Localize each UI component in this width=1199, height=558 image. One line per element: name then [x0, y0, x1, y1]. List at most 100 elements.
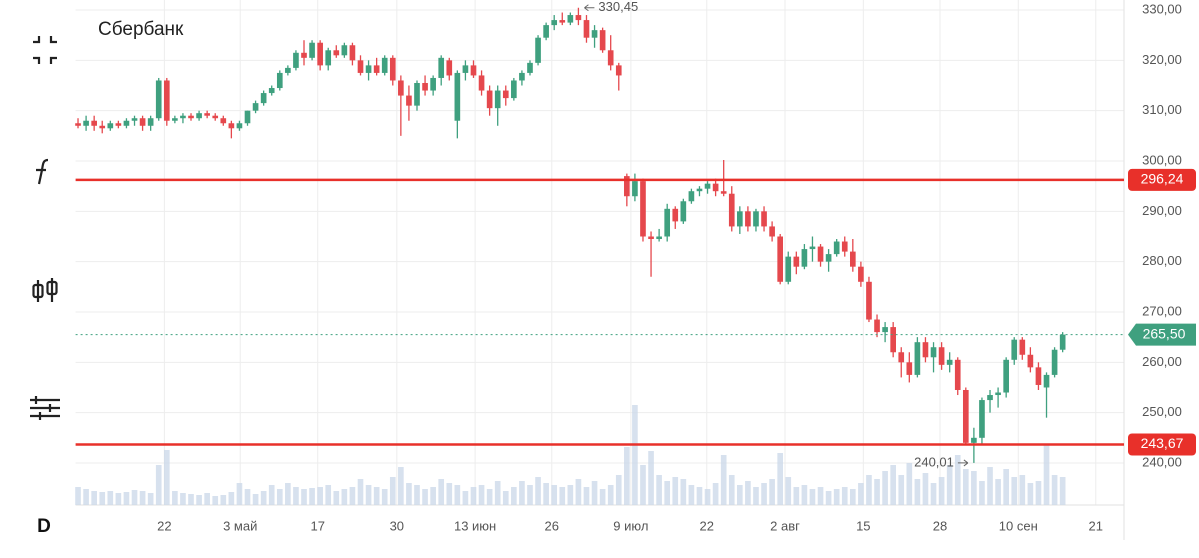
volume-bar — [680, 479, 687, 505]
candle-body — [422, 82, 428, 91]
volume-bar — [688, 485, 695, 505]
candle-body — [809, 246, 816, 250]
x-tick-label: 22 — [700, 518, 714, 533]
candle-body — [720, 191, 727, 194]
volume-bar — [228, 492, 235, 505]
volume-bar — [341, 489, 348, 505]
volume-bar — [962, 469, 969, 505]
candle-body — [567, 15, 574, 23]
volume-bar — [599, 489, 606, 505]
interval[interactable]: D — [37, 516, 51, 537]
candle-body — [962, 389, 969, 443]
indicator-icon[interactable] — [36, 158, 49, 185]
candle-body — [801, 249, 808, 267]
candle-type-icon[interactable] — [46, 280, 58, 296]
volume-bar — [115, 493, 122, 505]
x-tick-label: 17 — [310, 518, 324, 533]
candle-body — [954, 359, 961, 390]
candle-body — [817, 246, 824, 262]
candle-body — [591, 30, 598, 38]
volume-bar — [696, 487, 703, 505]
volume-bar — [204, 493, 210, 505]
candle-body — [365, 65, 372, 73]
plot — [75, 0, 1125, 540]
volume-bar — [874, 479, 880, 505]
candle-body — [551, 20, 558, 26]
volume-bar — [745, 481, 751, 505]
volume-bar — [99, 492, 106, 505]
volume-bar — [785, 477, 792, 505]
volume-bar — [309, 488, 315, 505]
volume-bar — [656, 475, 662, 505]
volume-bar — [769, 479, 775, 505]
volume-bar — [898, 475, 905, 505]
candle-body — [398, 80, 404, 96]
volume-bar — [139, 491, 146, 505]
volume-bar — [244, 489, 251, 505]
candle-body — [979, 400, 985, 438]
volume-bar — [172, 491, 178, 505]
volume-bar — [712, 483, 719, 505]
fullscreen-icon[interactable] — [33, 36, 57, 64]
candle-body — [462, 65, 469, 73]
x-tick-label: 21 — [1089, 518, 1103, 533]
candle-body — [75, 123, 81, 126]
candle-body — [785, 256, 792, 282]
volume-bar — [188, 494, 194, 505]
candle-body — [1003, 359, 1009, 393]
candle-body — [882, 327, 888, 333]
volume-bar — [163, 450, 170, 505]
candle-body — [745, 211, 751, 227]
volume-bar — [1011, 477, 1018, 505]
volume-bar — [841, 487, 848, 505]
candle-body — [648, 236, 654, 240]
candle-body — [890, 327, 896, 353]
volume-bar — [406, 483, 412, 505]
volume-bar — [551, 485, 558, 505]
volume-bar — [761, 483, 767, 505]
volume-bar — [720, 455, 727, 505]
volume-bar — [922, 473, 929, 505]
volume-bar — [422, 489, 428, 505]
candle-body — [220, 118, 227, 124]
candle-body — [849, 251, 856, 267]
candle-body — [212, 115, 219, 119]
volume-bar — [753, 487, 759, 505]
x-tick-label: 3 май — [223, 518, 257, 533]
candle-body — [728, 193, 735, 227]
settings-icon[interactable] — [30, 396, 60, 420]
candle-body — [866, 281, 872, 320]
volume-bar — [527, 485, 533, 505]
y-tick-label: 250,00 — [1142, 404, 1182, 419]
candle-body — [325, 50, 332, 66]
volume-bar — [793, 487, 800, 505]
volume-bar — [648, 451, 654, 505]
candle-body — [147, 118, 154, 126]
candle-body — [486, 90, 493, 109]
candle-body — [704, 183, 711, 189]
volume-bar — [938, 477, 945, 505]
volume-bar — [349, 487, 356, 505]
volume-bar — [373, 487, 380, 505]
candle-body — [228, 123, 235, 129]
candle-type-icon[interactable] — [32, 283, 44, 299]
candle-body — [317, 42, 323, 66]
volume-bar — [268, 485, 275, 505]
volume-bar — [519, 481, 525, 505]
volume-bar — [365, 485, 372, 505]
volume-bar — [389, 477, 396, 505]
candle-body — [494, 90, 501, 109]
candle-body — [688, 191, 695, 202]
candle-body — [833, 241, 840, 255]
volume-bar — [979, 481, 985, 505]
candle-body — [946, 359, 953, 365]
volume-bar — [107, 491, 114, 505]
volume-bar — [252, 494, 259, 505]
volume-bar — [1043, 445, 1050, 505]
volume-bar — [486, 489, 493, 505]
volume-bar — [147, 493, 154, 505]
candle-body — [680, 201, 687, 222]
volume-bar — [462, 491, 469, 505]
x-tick-label: 30 — [390, 518, 404, 533]
